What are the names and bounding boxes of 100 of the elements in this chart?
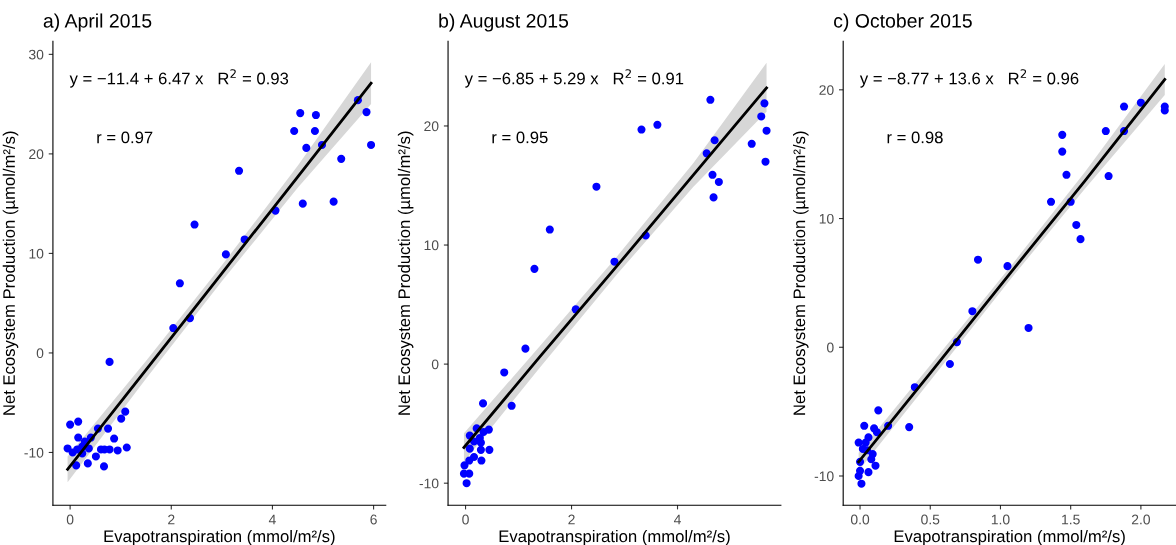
point: [861, 438, 870, 447]
point: [367, 140, 376, 149]
point: [290, 126, 299, 136]
point: [296, 109, 305, 118]
point: [479, 427, 488, 437]
point: [1101, 126, 1110, 136]
x-tick-label: 1.5: [1062, 514, 1080, 525]
point: [1058, 147, 1067, 156]
annotation: y = −8.77 + 13.6 x R$^{2}$ = 0.96: [859, 69, 1079, 88]
x-tick-label: 6: [370, 514, 377, 525]
point: [854, 471, 863, 481]
point: [121, 407, 130, 416]
point: [117, 414, 126, 423]
point: [710, 136, 719, 145]
point: [74, 433, 83, 442]
annotation: r = 0.95: [492, 131, 548, 144]
point: [235, 166, 244, 175]
point: [105, 357, 114, 366]
point: [310, 126, 319, 136]
x-tick-label: 4: [673, 514, 681, 525]
point: [478, 399, 488, 408]
point: [175, 279, 184, 288]
point: [760, 99, 769, 108]
point: [91, 452, 100, 461]
x-tick-label: 4: [268, 514, 276, 525]
y-tick-label: 0: [826, 342, 834, 353]
point: [905, 423, 914, 432]
x-axis-title: Evapotranspiration (mmol/m²/s): [499, 529, 730, 545]
point: [104, 424, 113, 433]
annotation: r = 0.97: [97, 131, 153, 144]
point: [465, 469, 474, 478]
point: [1119, 102, 1129, 111]
point: [610, 257, 619, 266]
point: [485, 445, 494, 454]
y-tick-label: 10: [424, 240, 439, 251]
point: [708, 170, 717, 179]
annotation: y = −6.85 + 5.29 x R$^{2}$ = 0.91: [464, 69, 684, 88]
point: [867, 455, 876, 464]
y-tick-label: 20: [424, 121, 439, 132]
point: [190, 220, 199, 229]
point: [973, 255, 983, 264]
point: [854, 438, 863, 447]
chart-title: a) April 2015: [43, 13, 152, 32]
point: [465, 456, 474, 465]
point: [637, 125, 646, 134]
x-tick-label: 2.0: [1131, 514, 1151, 525]
y-tick-label: 20: [819, 85, 834, 95]
point: [1046, 197, 1056, 206]
y-tick-label: -10: [814, 471, 834, 482]
x-tick-label: 0: [462, 514, 469, 525]
point: [465, 444, 474, 453]
y-axis-title: Net Ecosystem Production (µmol/m²/s): [397, 131, 414, 415]
point: [1104, 172, 1113, 181]
point: [1024, 323, 1033, 333]
point: [653, 120, 662, 129]
point: [302, 143, 311, 152]
point: [476, 445, 485, 454]
point: [761, 157, 770, 166]
y-tick-label: 10: [819, 213, 834, 224]
point: [714, 177, 723, 186]
x-tick-label: 0.5: [921, 514, 940, 525]
point: [762, 126, 771, 135]
point: [298, 199, 307, 208]
y-tick-label: -10: [419, 478, 439, 489]
point: [337, 154, 346, 163]
x-tick-label: 2: [568, 514, 575, 525]
point: [860, 421, 869, 430]
point: [462, 479, 471, 488]
point: [968, 307, 977, 316]
y-tick-label: 20: [29, 149, 44, 160]
point: [871, 461, 880, 470]
point: [110, 434, 119, 443]
x-tick-label: 2: [168, 514, 175, 525]
point: [545, 225, 554, 234]
point: [1136, 98, 1145, 107]
point: [99, 462, 109, 471]
point: [1058, 130, 1067, 139]
x-tick-label: 0.0: [850, 514, 870, 525]
y-tick-label: 10: [29, 248, 44, 259]
point: [1003, 262, 1012, 271]
point: [747, 139, 756, 148]
y-axis-title: Net Ecosystem Production (µmol/m²/s): [793, 131, 809, 415]
point: [221, 250, 230, 259]
point: [476, 438, 485, 447]
point: [329, 197, 338, 206]
point: [169, 324, 178, 333]
point: [521, 344, 530, 353]
point: [1076, 235, 1085, 244]
point: [874, 406, 883, 415]
point: [74, 417, 83, 426]
point: [592, 182, 601, 191]
y-tick-label: 0: [431, 359, 439, 370]
point: [72, 461, 81, 470]
point: [1072, 220, 1081, 230]
point: [362, 108, 371, 117]
point: [1062, 170, 1071, 179]
point: [311, 111, 320, 120]
point: [477, 456, 486, 465]
point: [530, 264, 539, 273]
point: [872, 428, 881, 437]
